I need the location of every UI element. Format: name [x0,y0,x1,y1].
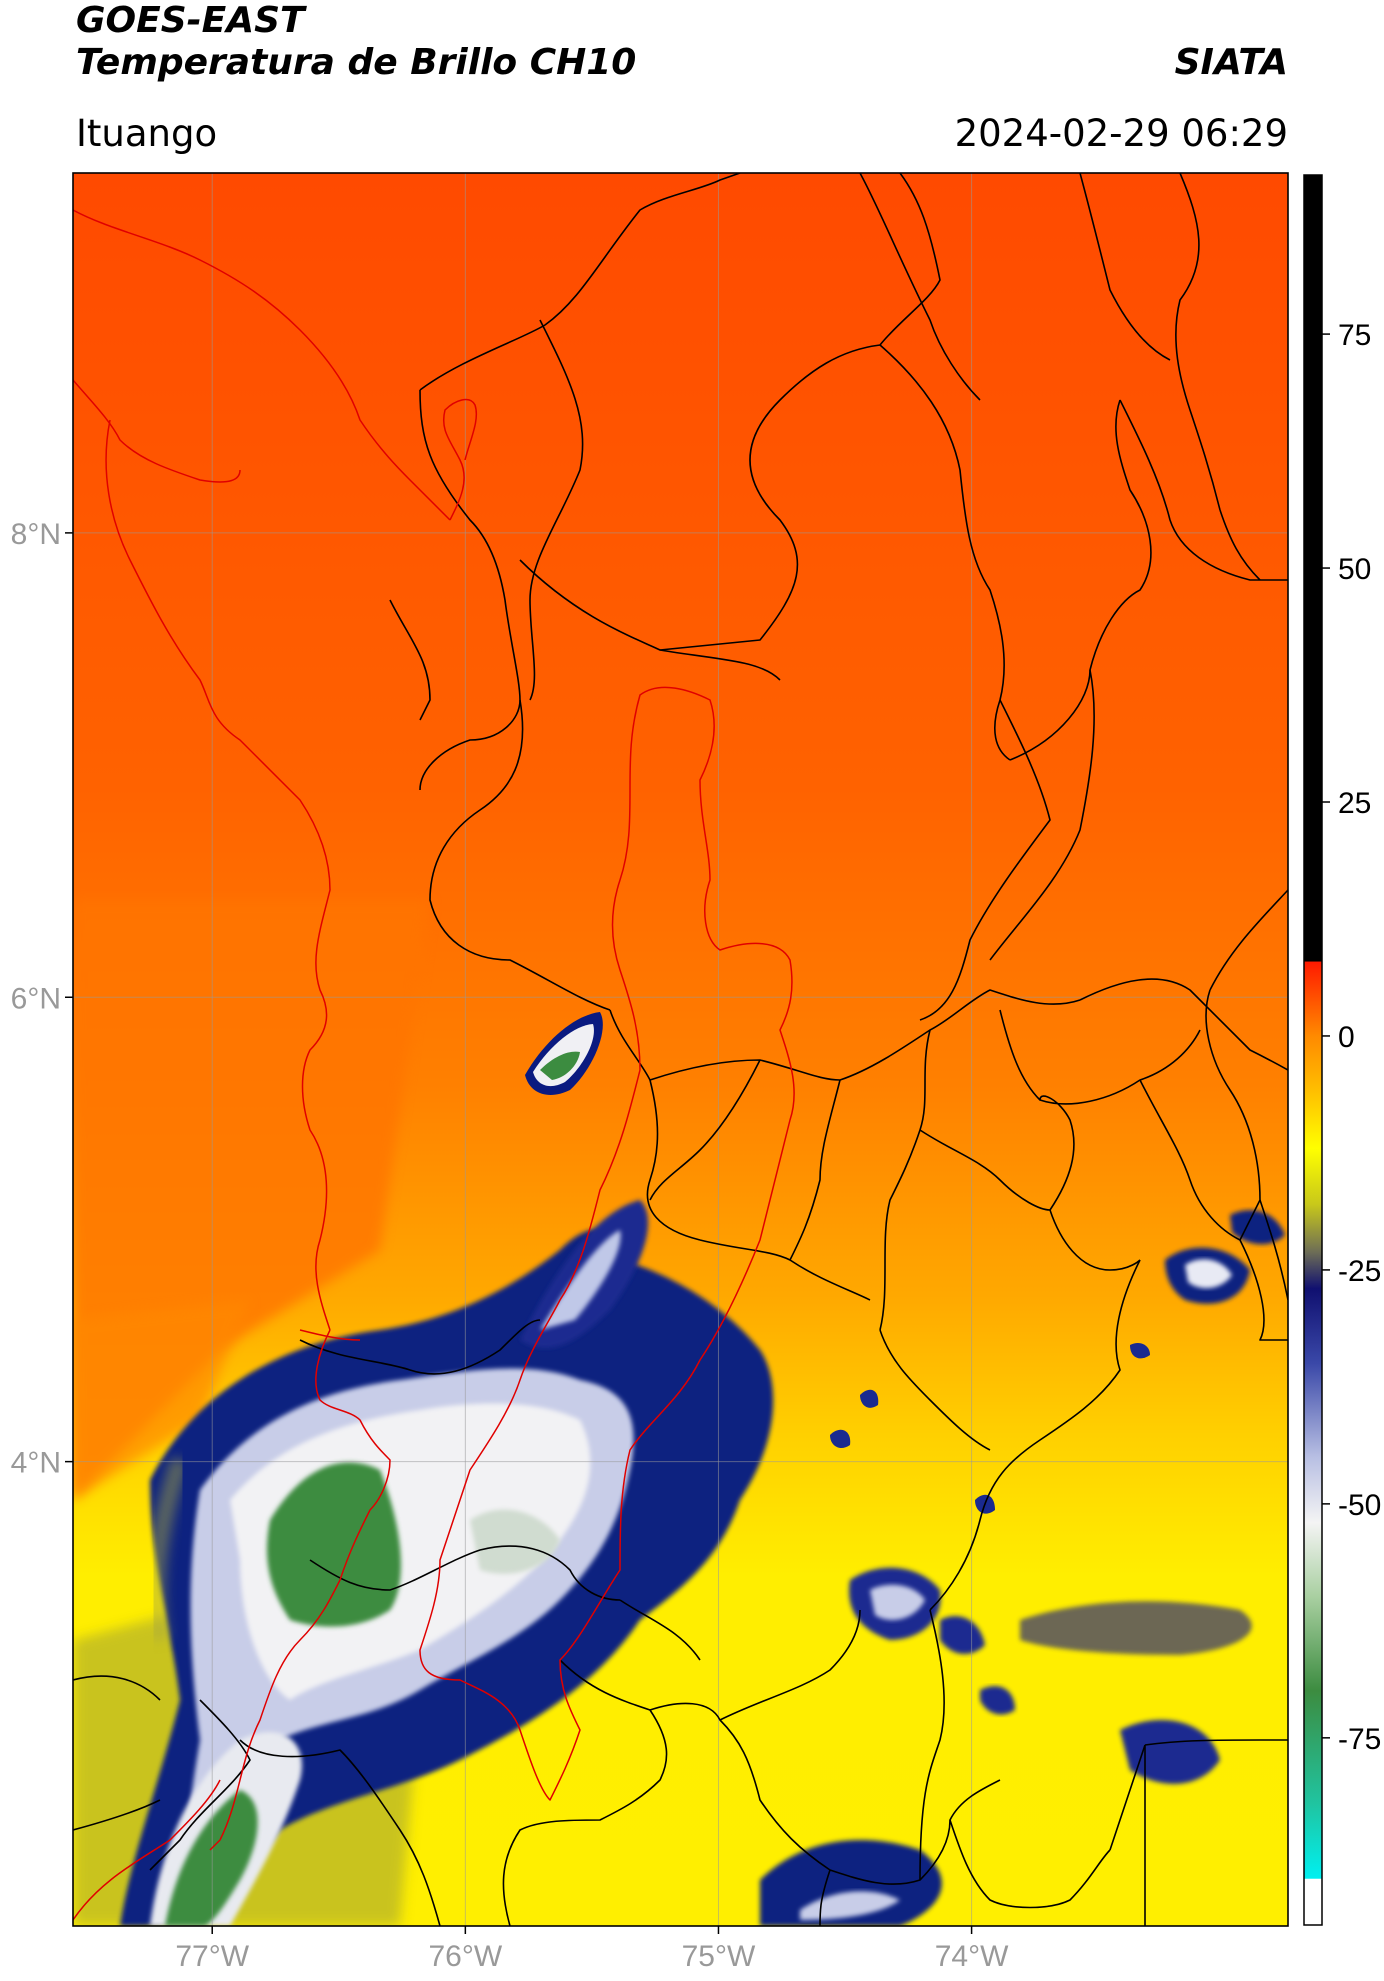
organization-label: SIATA [1174,42,1288,83]
colorbar-tick-label: 0 [1338,1021,1355,1054]
colorbar [1303,174,1323,1926]
lat-axis: 8°N 6°N 4°N [11,518,73,1480]
colorbar-tick-label: 50 [1338,553,1371,586]
lon-tick-label: 74°W [935,1940,1009,1973]
coastline-red [73,209,795,1921]
colorbar-gradient [1303,174,1323,1926]
lat-tick-label: 4°N [11,1447,61,1480]
lat-tick-label: 6°N [11,982,61,1015]
colorbar-tick-label: -75 [1338,1723,1381,1756]
lon-tick-label: 75°W [682,1940,756,1973]
cold-core-green [266,1462,401,1627]
colorbar-tick-label: -25 [1338,1255,1381,1288]
colorbar-tick-label: 25 [1338,787,1371,820]
colorbar-tick-label: -50 [1338,1489,1381,1522]
ituango-basin-outline [419,686,795,1801]
timestamp-label: 2024-02-29 06:29 [954,112,1288,155]
lon-tick-label: 77°W [175,1940,249,1973]
lat-tick-label: 8°N [11,518,61,551]
map-frame [72,172,1289,1927]
lon-tick-label: 76°W [429,1940,503,1973]
lon-axis: 77°W 76°W 75°W 74°W [175,1926,1009,1973]
satellite-title: GOES-EAST [76,0,305,41]
map-area [73,173,1288,1926]
colorbar-ticks: 75 50 25 0 -25 -50 -75 [1322,319,1381,1756]
colorbar-tick-label: 75 [1338,319,1371,352]
municipal-boundaries [73,173,1288,1926]
location-label: Ituango [76,112,218,155]
lon-gridlines [211,173,973,1926]
product-title: Temperatura de Brillo CH10 [76,42,637,83]
